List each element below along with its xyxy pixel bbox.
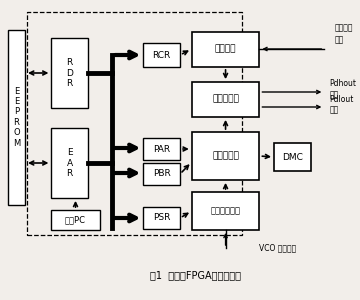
- Text: 参考频率: 参考频率: [335, 23, 354, 32]
- Bar: [51, 128, 88, 198]
- Text: E
A
R: E A R: [67, 148, 73, 178]
- Text: RCR: RCR: [153, 50, 171, 59]
- Text: 输入: 输入: [335, 35, 344, 44]
- Bar: [274, 143, 311, 171]
- Text: 输出: 输出: [329, 106, 338, 115]
- Text: E
E
P
R
O
M: E E P R O M: [13, 86, 20, 148]
- Bar: [27, 12, 242, 235]
- Bar: [8, 30, 25, 205]
- Bar: [192, 82, 260, 117]
- Bar: [192, 32, 260, 67]
- Text: DMC: DMC: [282, 152, 303, 161]
- Text: Pdhout: Pdhout: [329, 80, 356, 88]
- Bar: [51, 210, 100, 230]
- Text: PBR: PBR: [153, 169, 171, 178]
- Bar: [143, 207, 180, 229]
- Text: 可编程分频: 可编程分频: [212, 152, 239, 160]
- Bar: [192, 132, 260, 180]
- Bar: [143, 163, 180, 185]
- Text: 图1  系统的FPGA实现原理图: 图1 系统的FPGA实现原理图: [150, 270, 241, 280]
- Text: 顺序PC: 顺序PC: [65, 215, 86, 224]
- Text: PAR: PAR: [153, 145, 170, 154]
- Bar: [192, 192, 260, 230]
- Text: VCO 频率输入: VCO 频率输入: [259, 244, 296, 253]
- Text: 鉴频－鉴相: 鉴频－鉴相: [212, 94, 239, 103]
- Text: R
D
R: R D R: [66, 58, 73, 88]
- Bar: [143, 43, 180, 67]
- Text: 参考分频: 参考分频: [215, 44, 236, 53]
- Text: 双模前置分频: 双模前置分频: [211, 206, 240, 215]
- Text: 输出: 输出: [329, 91, 338, 100]
- Bar: [51, 38, 88, 108]
- Bar: [143, 138, 180, 160]
- Text: Pdlout: Pdlout: [329, 94, 354, 103]
- Text: PSR: PSR: [153, 214, 170, 223]
